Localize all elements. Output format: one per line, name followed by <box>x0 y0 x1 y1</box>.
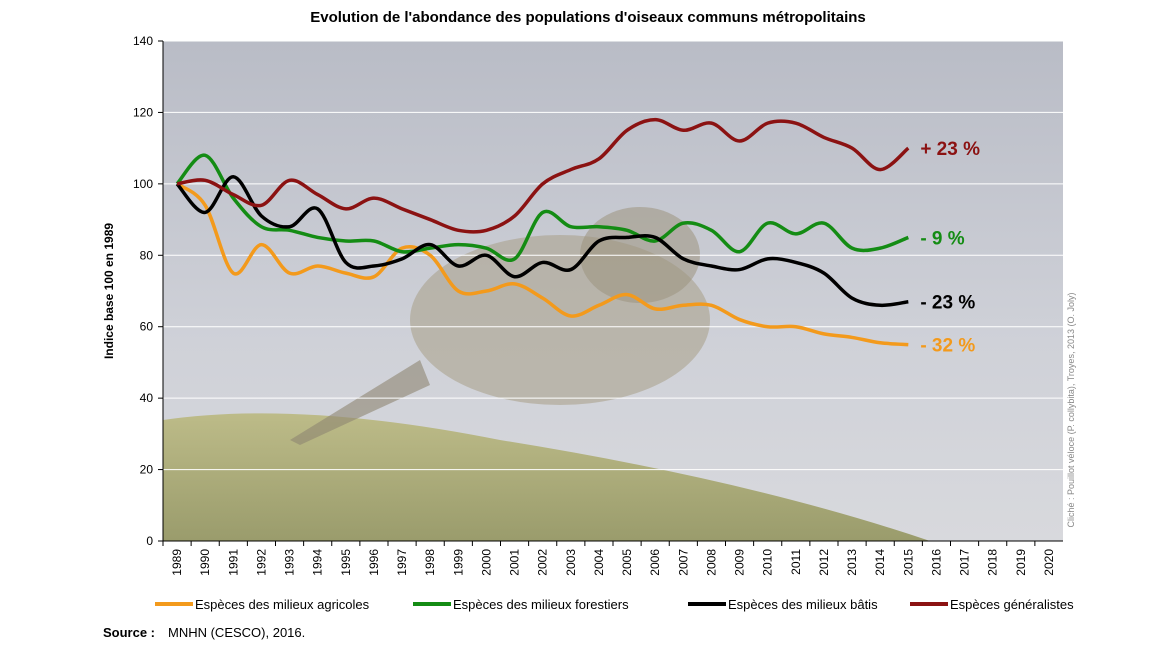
end-label: - 9 % <box>920 228 964 249</box>
x-tick-label: 2003 <box>564 549 578 576</box>
x-tick-label: 1998 <box>423 549 437 576</box>
chart-title: Evolution de l'abondance des populations… <box>310 9 866 26</box>
x-tick-label: 2000 <box>479 549 493 576</box>
x-tick-label: 1997 <box>395 549 409 576</box>
x-tick-label: 1992 <box>254 549 268 576</box>
x-tick-label: 1993 <box>283 549 297 576</box>
x-tick-label: 1991 <box>226 549 240 576</box>
x-tick-label: 2020 <box>1042 549 1056 576</box>
x-tick-label: 2001 <box>508 549 522 576</box>
y-tick-label: 60 <box>140 320 154 334</box>
x-tick-label: 2013 <box>845 549 859 576</box>
x-tick-label: 2002 <box>536 549 550 576</box>
x-tick-label: 2005 <box>620 549 634 576</box>
y-tick-label: 80 <box>140 248 154 262</box>
y-tick-label: 100 <box>133 177 153 191</box>
x-tick-label: 2008 <box>704 549 718 576</box>
end-label: - 23 % <box>920 293 975 314</box>
x-tick-label: 2004 <box>592 549 606 576</box>
x-tick-label: 2014 <box>873 549 887 576</box>
y-tick-label: 140 <box>133 34 153 48</box>
end-label: + 23 % <box>920 139 980 160</box>
x-tick-label: 1999 <box>451 549 465 576</box>
x-tick-label: 2016 <box>929 549 943 576</box>
x-tick-label: 2011 <box>789 549 803 575</box>
x-tick-label: 2006 <box>648 549 662 576</box>
x-tick-label: 2012 <box>817 549 831 576</box>
y-tick-label: 0 <box>146 534 153 548</box>
x-tick-label: 1990 <box>198 549 212 576</box>
source-label: Source : <box>103 625 155 640</box>
y-tick-label: 40 <box>140 391 154 405</box>
photo-credit: Cliché : Pouillot véloce (P. collybita),… <box>1066 293 1076 528</box>
x-tick-label: 2009 <box>733 549 747 576</box>
chart: Evolution de l'abondance des populations… <box>0 0 1176 643</box>
x-tick-label: 2018 <box>986 549 1000 576</box>
x-tick-label: 1989 <box>170 549 184 576</box>
end-label: - 32 % <box>920 336 975 357</box>
legend-label: Espèces généralistes <box>950 597 1074 612</box>
x-tick-label: 2007 <box>676 549 690 576</box>
x-tick-label: 2015 <box>901 549 915 576</box>
x-tick-label: 2010 <box>761 549 775 576</box>
x-tick-label: 2019 <box>1014 549 1028 576</box>
y-tick-label: 20 <box>140 463 154 477</box>
y-tick-label: 120 <box>133 105 153 119</box>
legend-label: Espèces des milieux bâtis <box>728 597 878 612</box>
x-tick-label: 1996 <box>367 549 381 576</box>
x-tick-label: 1995 <box>339 549 353 576</box>
legend-label: Espèces des milieux agricoles <box>195 597 370 612</box>
y-axis-title: Indice base 100 en 1989 <box>102 223 116 359</box>
x-tick-label: 1994 <box>311 549 325 576</box>
source: MNHN (CESCO), 2016. <box>168 625 305 640</box>
x-tick-label: 2017 <box>958 549 972 576</box>
legend-label: Espèces des milieux forestiers <box>453 597 629 612</box>
